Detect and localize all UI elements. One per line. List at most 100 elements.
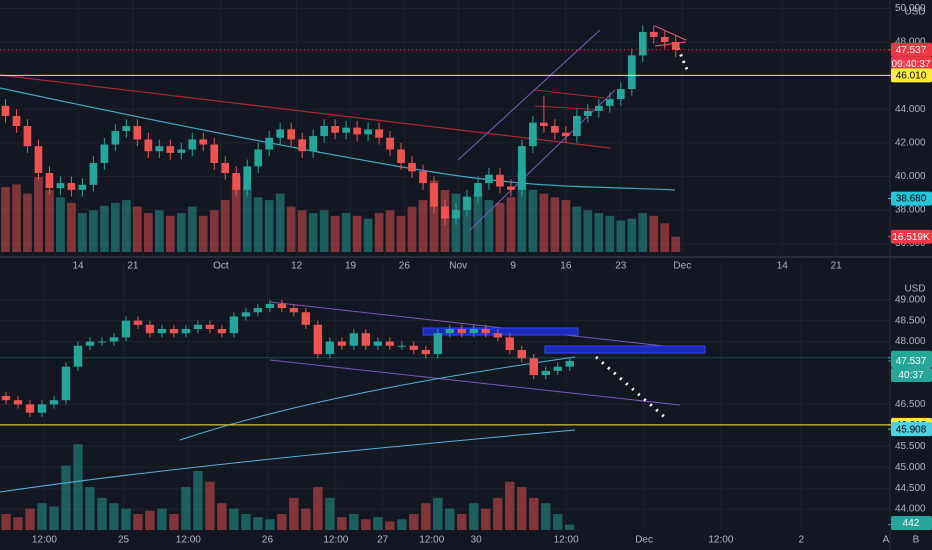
volume-bar (154, 210, 164, 252)
candle-body (385, 341, 395, 346)
candle-body (565, 360, 574, 367)
volume-layer (1, 171, 681, 530)
candle-body (265, 303, 275, 309)
volume-bar (205, 481, 215, 530)
volume-bar (89, 210, 98, 252)
volume-bar (457, 513, 467, 530)
x-tick-label: 30 (471, 535, 483, 546)
candle-body (397, 149, 405, 163)
candle-body (430, 183, 438, 207)
candle-body (253, 308, 263, 313)
volume-bar (407, 206, 417, 252)
volume-bar (253, 197, 263, 252)
volume-bar (638, 213, 648, 252)
x-tick-label: 23 (615, 261, 627, 272)
candle-body (85, 341, 95, 346)
candle-body (463, 196, 471, 210)
x-tick-label: Oct (213, 261, 229, 272)
candle-body (518, 146, 526, 190)
price-label-box (891, 56, 932, 71)
y-tick-label: 44.500 (895, 483, 926, 494)
candle-body (78, 184, 87, 190)
volume-bar (242, 187, 252, 252)
price-label-box (891, 422, 932, 437)
candle-body (331, 126, 339, 133)
flag (534, 89, 606, 111)
candle-body (616, 89, 625, 100)
volume-bar (277, 513, 287, 530)
volume-bar (313, 487, 323, 530)
candle-body (353, 127, 361, 135)
candle-body (241, 312, 251, 317)
candle-body (386, 137, 394, 150)
candle-body (121, 320, 131, 338)
volume-bar (374, 213, 384, 252)
candle-body (254, 149, 263, 167)
candle-body (155, 146, 164, 152)
price-label: 442 (903, 518, 920, 529)
candle-body (188, 139, 197, 150)
volume-bar (45, 189, 54, 252)
price-label: 40:37 (898, 370, 923, 381)
volume-bar (671, 236, 681, 252)
volume-bar (361, 519, 371, 530)
candle-body (361, 333, 371, 346)
volume-bar (385, 521, 395, 530)
x-tick-label: 16 (560, 261, 572, 272)
x-tick-label: 12:00 (32, 535, 57, 546)
y-tick-label: 38.000 (895, 205, 926, 216)
candle-body (34, 146, 43, 174)
candle-body (205, 324, 215, 329)
candle-body (540, 122, 548, 126)
volume-bar (363, 218, 373, 252)
volume-bar (660, 223, 670, 252)
candle-body (313, 324, 323, 355)
x-tick-label: 14 (777, 261, 789, 272)
x-tick-label: 21 (831, 261, 843, 272)
candle-body (551, 126, 559, 133)
candle-body (221, 162, 230, 174)
candle-body (12, 115, 21, 126)
x-tick-label: Dec (635, 535, 653, 546)
x-tick-label: 26 (399, 261, 411, 272)
x-tick-label: 19 (345, 261, 357, 272)
volume-bar (301, 508, 311, 530)
candle-body (493, 333, 502, 338)
corner-button[interactable]: B (913, 535, 920, 546)
volume-bar (229, 508, 239, 530)
candle-body (61, 366, 71, 401)
candle-body (301, 312, 311, 325)
volume-bar (12, 184, 21, 252)
candle-body (419, 171, 427, 184)
candle-body (56, 183, 65, 189)
volume-bar (176, 213, 186, 252)
volume-bar (133, 206, 142, 252)
volume-bar (286, 206, 296, 252)
volume-bar (397, 519, 407, 530)
candle-body (13, 400, 23, 405)
candle-body (671, 42, 680, 50)
candle-body (457, 329, 466, 334)
x-tick-label: 2 (798, 535, 804, 546)
price-label-box (891, 68, 932, 83)
x-tick-label: 12:00 (176, 535, 201, 546)
volume-bar (111, 202, 120, 252)
volume-bar (121, 508, 131, 530)
candle-body (23, 126, 32, 147)
corner-button[interactable]: A (883, 535, 890, 546)
candle-body (67, 183, 76, 190)
candle-body (605, 99, 614, 106)
volume-bar (265, 519, 275, 530)
candle-body (193, 324, 203, 329)
volume-bar (539, 193, 549, 252)
x-tick-label: Nov (449, 261, 467, 272)
candle-body (638, 31, 647, 56)
volume-bar (49, 506, 59, 530)
candle-body (441, 206, 449, 219)
candle-body (37, 404, 47, 413)
candle-body (145, 324, 155, 334)
volume-bar (100, 205, 109, 252)
y-tick-label: 50.000 (895, 3, 926, 14)
